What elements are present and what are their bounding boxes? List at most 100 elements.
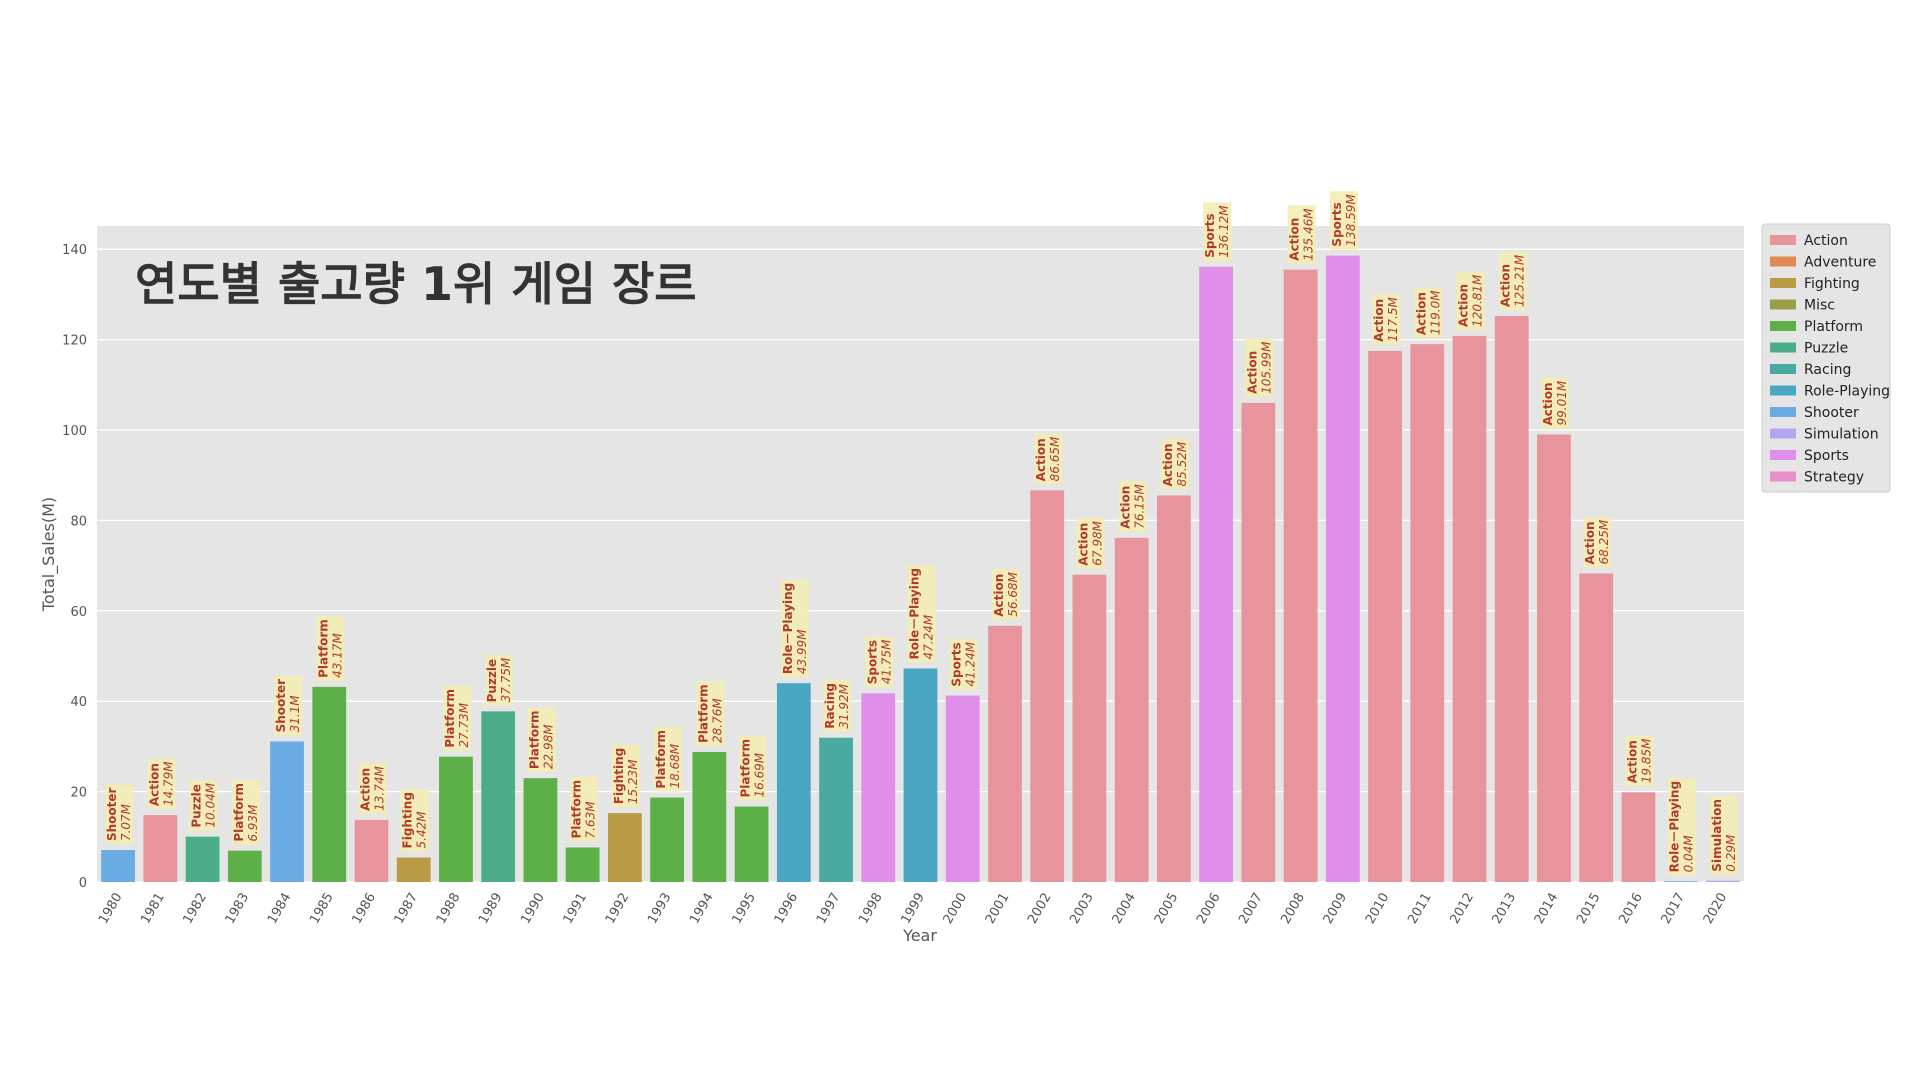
annotation-box xyxy=(1498,251,1527,311)
bar-annotation: Puzzle 37.75M xyxy=(485,654,514,706)
bar-value-label: 86.65M xyxy=(1048,436,1062,481)
bar xyxy=(270,741,304,882)
bar-annotation: Platform 28.76M xyxy=(696,681,725,747)
x-tick-label: 2006 xyxy=(1194,891,1224,927)
bar-annotation: Action 56.68M xyxy=(991,569,1020,620)
bar-value-label: 68.25M xyxy=(1597,519,1611,564)
bar-genre-label: Racing xyxy=(823,683,837,729)
annotation-box xyxy=(865,636,894,688)
legend-item: Racing xyxy=(1770,362,1851,378)
legend-label: Racing xyxy=(1804,362,1851,378)
bar-annotation: Platform 27.73M xyxy=(442,686,471,751)
annotation-box xyxy=(1034,433,1063,485)
y-tick-label: 120 xyxy=(62,334,87,349)
x-tick-label: 2010 xyxy=(1363,891,1393,927)
legend-swatch xyxy=(1770,428,1796,439)
x-tick-label: 1981 xyxy=(138,891,168,927)
x-tick-label: 2004 xyxy=(1110,891,1140,927)
bar-annotation: Action 117.5M xyxy=(1372,294,1401,345)
bar xyxy=(1579,573,1614,882)
annotation-box xyxy=(1372,294,1401,345)
bar xyxy=(1030,490,1065,882)
legend-swatch xyxy=(1770,471,1796,482)
legend-swatch xyxy=(1770,385,1796,396)
bars-group xyxy=(101,255,1740,883)
x-axis-label: Year xyxy=(902,926,937,945)
legend-item: Fighting xyxy=(1770,276,1860,292)
bar xyxy=(861,693,896,882)
bar-genre-label: Shooter xyxy=(105,787,119,841)
bar-value-label: 105.99M xyxy=(1259,341,1273,394)
legend: Action Adventure Fighting Misc Platform Puzzl… xyxy=(1761,223,1891,493)
bar-genre-label: Platform xyxy=(316,619,330,678)
bar-annotation: Fighting 15.23M xyxy=(611,744,640,808)
bar xyxy=(988,625,1022,882)
x-tick-label: 1999 xyxy=(898,891,928,927)
bar xyxy=(227,850,262,882)
annotation-box xyxy=(1160,438,1189,490)
bar-annotation: Action 125.21M xyxy=(1498,251,1527,311)
bar-value-label: 136.12M xyxy=(1217,205,1231,258)
annotation-box xyxy=(907,565,936,663)
legend-item: Platform xyxy=(1770,319,1863,335)
bar xyxy=(692,752,727,882)
bar-annotation: Action 105.99M xyxy=(1245,338,1274,397)
legend-box xyxy=(1761,223,1891,493)
annotation-box xyxy=(400,789,429,852)
bar-genre-label: Action xyxy=(1245,351,1259,394)
bar xyxy=(143,815,178,882)
annotation-box xyxy=(485,654,514,706)
bar-genre-label: Simulation xyxy=(1710,799,1724,872)
y-tick-label: 60 xyxy=(70,605,87,620)
bar-annotation: Action 135.46M xyxy=(1287,205,1316,264)
bar-genre-label: Shooter xyxy=(274,679,288,733)
bar xyxy=(650,797,685,882)
legend-item: Action xyxy=(1770,233,1848,249)
bar-genre-label: Puzzle xyxy=(485,659,499,703)
annotation-box xyxy=(1414,287,1443,339)
y-tick-label: 80 xyxy=(70,514,87,529)
bar-value-label: 19.85M xyxy=(1639,738,1653,783)
bar-genre-label: Platform xyxy=(443,689,457,748)
legend-label: Strategy xyxy=(1804,470,1864,486)
bar-annotation: Shooter 7.07M xyxy=(105,784,134,845)
bar-genre-label: Action xyxy=(1541,382,1555,425)
legend-label: Fighting xyxy=(1804,276,1860,292)
bar-annotation: Action 86.65M xyxy=(1034,433,1063,485)
bar-value-label: 99.01M xyxy=(1555,380,1569,425)
legend-label: Sports xyxy=(1804,448,1849,464)
bar-annotation: Fighting 5.42M xyxy=(400,789,429,852)
annotation-box xyxy=(147,758,176,810)
x-tick-label: 1986 xyxy=(349,891,379,927)
x-tick-label: 2020 xyxy=(1701,891,1731,927)
bar-value-label: 7.07M xyxy=(119,803,133,841)
bar xyxy=(1283,269,1318,882)
bar-genre-label: Sports xyxy=(865,640,879,684)
bar-value-label: 41.24M xyxy=(964,641,978,686)
x-axis-ticks: 1980 1981 1982 1983 1984 1985 1986 1987 1988 1989… xyxy=(96,891,1730,927)
bar-value-label: 15.23M xyxy=(626,759,640,804)
bar-annotation: Action 67.98M xyxy=(1076,518,1105,569)
bar-annotation: Platform 6.93M xyxy=(231,780,260,845)
bar-genre-label: Fighting xyxy=(401,792,415,848)
bar-value-label: 0.29M xyxy=(1724,834,1738,872)
annotation-box xyxy=(527,707,556,773)
bar xyxy=(565,847,600,882)
bar xyxy=(1410,344,1445,882)
bar xyxy=(1537,434,1571,882)
annotation-box xyxy=(105,784,134,845)
bar xyxy=(734,806,769,882)
legend-swatch xyxy=(1770,364,1796,374)
bar-annotation: Platform 18.68M xyxy=(654,726,683,792)
bar xyxy=(819,737,853,882)
bar xyxy=(1199,266,1234,882)
bar xyxy=(481,711,516,882)
bar-annotation: Action 68.25M xyxy=(1583,516,1612,568)
annotation-box xyxy=(358,763,387,814)
bar-annotation: Puzzle 10.04M xyxy=(189,779,218,831)
annotation-box xyxy=(1118,481,1147,532)
bar xyxy=(903,668,938,882)
bar xyxy=(1452,335,1487,882)
bar-annotation: Platform 16.69M xyxy=(738,735,767,801)
bar-annotation: Role－Playing 43.99M xyxy=(780,579,809,678)
